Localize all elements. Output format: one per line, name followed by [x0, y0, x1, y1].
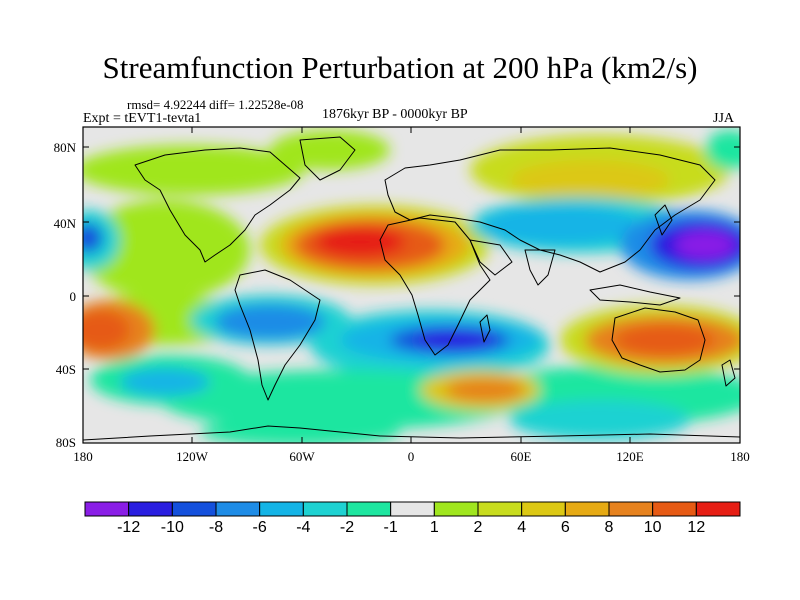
lat-tick-label: 40N: [54, 216, 77, 231]
coastline-north-america: [134, 147, 301, 263]
field-anomaly-positive: [705, 130, 740, 170]
field-anomaly-positive: [83, 200, 250, 300]
coastline-antarctica: [83, 425, 740, 441]
colorbar-swatch: [652, 501, 697, 517]
coastline-greenland: [299, 136, 356, 181]
colorbar-swatch: [695, 501, 741, 517]
lon-tick-label: 180: [730, 449, 750, 464]
colorbar: -12 -10 -8 -6 -4 -2 -1 1 2 4 6 8 10 12: [84, 501, 741, 536]
colorbar-label: -8: [209, 519, 223, 536]
lon-tick-label: 180: [73, 449, 93, 464]
colorbar-swatch: [564, 501, 610, 517]
field-anomaly-negative: [510, 400, 690, 440]
lat-tick-label: 40S: [56, 362, 76, 377]
field-anomaly-negative: [675, 231, 735, 259]
colorbar-swatch: [128, 501, 173, 517]
colorbar-label: 6: [561, 519, 570, 536]
lat-tick-label: 80S: [56, 435, 76, 450]
coastline-india: [524, 249, 556, 286]
colorbar-label: -12: [117, 519, 140, 536]
experiment-label: Expt = tEVT1-tevta1: [83, 111, 202, 126]
streamfunction-field: [83, 127, 740, 443]
colorbar-swatch: [390, 501, 435, 517]
field-anomaly-positive: [83, 310, 130, 350]
field-anomaly-negative: [415, 330, 495, 350]
colorbar-swatch: [521, 501, 566, 517]
field-anomaly-negative: [83, 223, 103, 253]
field-anomaly-negative: [215, 304, 325, 340]
colorbar-label: -4: [296, 519, 310, 536]
axis-ticks: [82, 127, 741, 444]
colorbar-label: 10: [644, 519, 662, 536]
field-anomaly-positive: [510, 160, 670, 200]
field-anomaly-positive: [83, 145, 305, 195]
coastline-new-zealand: [721, 359, 736, 387]
lon-tick-label: 120W: [176, 449, 209, 464]
coastline-arabia: [469, 239, 513, 276]
lon-tick-label: 0: [408, 449, 415, 464]
colorbar-swatch: [346, 501, 392, 517]
colorbar-swatch: [477, 501, 523, 517]
colorbar-label: -1: [384, 519, 398, 536]
field-anomaly-positive: [445, 378, 525, 402]
colorbar-label: 4: [517, 519, 526, 536]
coastline-south-america: [234, 269, 321, 401]
colorbar-swatch: [84, 501, 130, 517]
colorbar-swatch: [259, 501, 304, 517]
field-anomaly-negative: [120, 368, 210, 396]
stats-text: rmsd= 4.92244 diff= 1.22528e-08: [127, 97, 304, 112]
lat-tick-label: 0: [70, 289, 77, 304]
colorbar-swatch: [608, 501, 654, 517]
lat-tick-label: 80N: [54, 140, 77, 155]
colorbar-label: -6: [253, 519, 267, 536]
period-label: 1876kyr BP - 0000kyr BP: [322, 107, 468, 122]
coastline-eurasia: [384, 147, 716, 273]
colorbar-swatch: [433, 501, 479, 517]
field-anomaly-negative: [200, 418, 400, 443]
lon-tick-label: 120E: [616, 449, 644, 464]
colorbar-label: -2: [340, 519, 354, 536]
colorbar-swatch: [171, 501, 217, 517]
coastline-maritime-continent: [589, 284, 681, 306]
coastline-japan: [654, 204, 673, 236]
field-anomaly-positive: [315, 227, 405, 257]
season-label: JJA: [713, 111, 735, 126]
field-anomaly-negative: [480, 205, 640, 245]
colorbar-swatch: [215, 501, 261, 517]
coastline-africa: [379, 217, 491, 356]
lon-tick-label: 60W: [289, 449, 315, 464]
coastline-madagascar: [479, 314, 491, 343]
field-anomaly-positive: [270, 130, 390, 170]
colorbar-label: 1: [430, 519, 439, 536]
lon-tick-label: 60E: [511, 449, 532, 464]
field-anomaly-positive: [615, 325, 715, 355]
colorbar-label: 2: [474, 519, 483, 536]
colorbar-label: 8: [605, 519, 614, 536]
coastline-australia: [611, 307, 706, 373]
colorbar-label: 12: [687, 519, 705, 536]
colorbar-swatch: [302, 501, 348, 517]
plot-title: Streamfunction Perturbation at 200 hPa (…: [102, 50, 698, 85]
colorbar-label: -10: [161, 519, 184, 536]
coastlines: [83, 136, 740, 441]
